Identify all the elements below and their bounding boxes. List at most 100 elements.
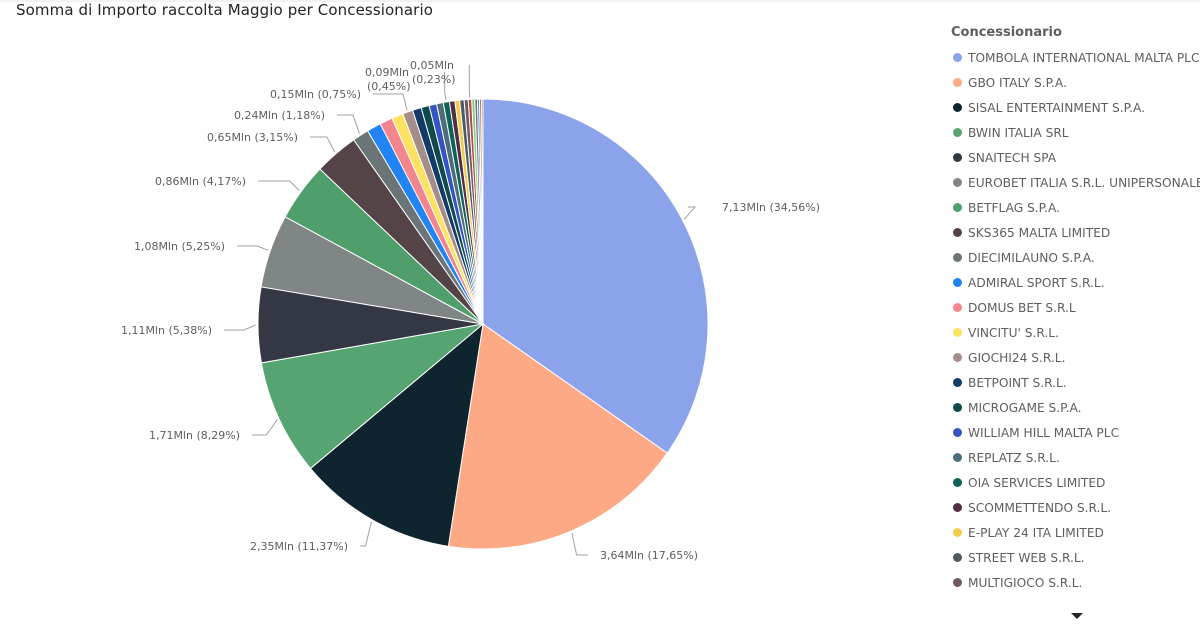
- pie-data-label: 0,15Mln (0,75%): [270, 88, 361, 101]
- pie-data-label: 2,35Mln (11,37%): [250, 540, 348, 553]
- legend-item[interactable]: TOMBOLA INTERNATIONAL MALTA PLC: [950, 45, 1200, 70]
- legend-label: DOMUS BET S.R.L: [968, 300, 1076, 315]
- legend-item[interactable]: STREET WEB S.R.L.: [950, 545, 1200, 570]
- pie-data-label: 7,13Mln (34,56%): [722, 201, 820, 214]
- legend-color-dot-icon: [953, 178, 962, 187]
- legend-color-dot-icon: [953, 128, 962, 137]
- legend-color-dot-icon: [953, 353, 962, 362]
- legend-item[interactable]: SNAITECH SPA: [950, 145, 1200, 170]
- leader-line: [684, 206, 697, 220]
- legend-color-dot-icon: [953, 278, 962, 287]
- pie-data-label: 3,64Mln (17,65%): [600, 549, 698, 562]
- pie-chart: 7,13Mln (34,56%) 3,64Mln (17,65%) 2,35Mln …: [121, 59, 820, 562]
- leader-line: [360, 521, 372, 547]
- pie-slice[interactable]: [481, 98, 484, 325]
- pie-slice[interactable]: [447, 323, 668, 550]
- pie-slice[interactable]: [309, 322, 484, 547]
- legend-color-dot-icon: [953, 228, 962, 237]
- legend-item[interactable]: ADMIRAL SPORT S.R.L.: [950, 270, 1200, 295]
- legend-label: WILLIAM HILL MALTA PLC: [968, 425, 1120, 440]
- legend-items: TOMBOLA INTERNATIONAL MALTA PLC GBO ITALY…: [950, 45, 1200, 595]
- legend-color-dot-icon: [953, 78, 962, 87]
- pie-data-labels: 7,13Mln (34,56%) 3,64Mln (17,65%) 2,35Mln …: [121, 59, 820, 562]
- legend-item[interactable]: SKS365 MALTA LIMITED: [950, 220, 1200, 245]
- leader-line: [571, 532, 588, 556]
- pie-data-label: 0,65Mln (3,15%): [207, 131, 298, 144]
- legend-color-dot-icon: [953, 503, 962, 512]
- legend-item[interactable]: MULTIGIOCO S.R.L.: [950, 570, 1200, 595]
- legend-color-dot-icon: [953, 103, 962, 112]
- pie-slices: [257, 98, 709, 550]
- legend-scroll-down-icon[interactable]: [1071, 613, 1083, 619]
- legend-label: EUROBET ITALIA S.R.L. UNIPERSONALE: [968, 175, 1200, 190]
- legend-label: GIOCHI24 S.R.L.: [968, 350, 1066, 365]
- legend-color-dot-icon: [953, 403, 962, 412]
- legend-color-dot-icon: [953, 328, 962, 337]
- legend-item[interactable]: GIOCHI24 S.R.L.: [950, 345, 1200, 370]
- legend-label: SISAL ENTERTAINMENT S.P.A.: [968, 100, 1145, 115]
- pie-data-label: 1,71Mln (8,29%): [149, 429, 240, 442]
- legend-label: BWIN ITALIA SRL: [968, 125, 1069, 140]
- legend-color-dot-icon: [953, 528, 962, 537]
- pie-slice[interactable]: [260, 323, 485, 470]
- chart-title: Somma di Importo raccolta Maggio per Con…: [16, 1, 433, 19]
- legend-item[interactable]: WILLIAM HILL MALTA PLC: [950, 420, 1200, 445]
- leader-line: [373, 93, 408, 111]
- top-divider: [0, 0, 1200, 2]
- pie-leader-lines: [224, 65, 697, 556]
- legend-label: MICROGAME S.P.A.: [968, 400, 1082, 415]
- legend-label: DIECIMILAUNO S.P.A.: [968, 250, 1095, 265]
- legend-color-dot-icon: [953, 578, 962, 587]
- legend-item[interactable]: EUROBET ITALIA S.R.L. UNIPERSONALE: [950, 170, 1200, 195]
- leader-line: [468, 65, 471, 98]
- legend-label: E-PLAY 24 ITA LIMITED: [968, 525, 1104, 540]
- legend-item[interactable]: GBO ITALY S.P.A.: [950, 70, 1200, 95]
- legend-label: REPLATZ S.R.L.: [968, 450, 1060, 465]
- leader-line: [237, 245, 269, 251]
- legend-color-dot-icon: [953, 303, 962, 312]
- legend-label: SNAITECH SPA: [968, 150, 1057, 165]
- pie-data-label: 0,24Mln (1,18%): [234, 109, 325, 122]
- legend-label: MULTIGIOCO S.R.L.: [968, 575, 1083, 590]
- legend-item[interactable]: VINCITU' S.R.L.: [950, 320, 1200, 345]
- legend-color-dot-icon: [953, 53, 962, 62]
- legend-label: SKS365 MALTA LIMITED: [968, 225, 1111, 240]
- leader-line: [444, 72, 447, 101]
- legend-item[interactable]: SCOMMETTENDO S.R.L.: [950, 495, 1200, 520]
- leader-line: [258, 180, 300, 191]
- legend-item[interactable]: E-PLAY 24 ITA LIMITED: [950, 520, 1200, 545]
- legend-label: STREET WEB S.R.L.: [968, 550, 1085, 565]
- legend-item[interactable]: BETPOINT S.R.L.: [950, 370, 1200, 395]
- legend-label: TOMBOLA INTERNATIONAL MALTA PLC: [968, 50, 1200, 65]
- pie-data-label: 0,86Mln (4,17%): [155, 175, 246, 188]
- pie-slice[interactable]: [482, 98, 709, 454]
- legend-item[interactable]: DOMUS BET S.R.L: [950, 295, 1200, 320]
- legend-color-dot-icon: [953, 378, 962, 387]
- leader-line: [337, 114, 360, 134]
- legend-label: OIA SERVICES LIMITED: [968, 475, 1106, 490]
- legend-label: BETFLAG S.P.A.: [968, 200, 1060, 215]
- legend-item[interactable]: BWIN ITALIA SRL: [950, 120, 1200, 145]
- legend-item[interactable]: DIECIMILAUNO S.P.A.: [950, 245, 1200, 270]
- legend-label: VINCITU' S.R.L.: [968, 325, 1059, 340]
- legend-item[interactable]: MICROGAME S.P.A.: [950, 395, 1200, 420]
- pie-data-label: 0,05Mln (0,23%): [410, 59, 456, 86]
- legend-label: SCOMMETTENDO S.R.L.: [968, 500, 1112, 515]
- legend-item[interactable]: BETFLAG S.P.A.: [950, 195, 1200, 220]
- legend-color-dot-icon: [953, 553, 962, 562]
- leader-line: [252, 419, 278, 436]
- pie-data-label: 1,11Mln (5,38%): [121, 324, 212, 337]
- legend-color-dot-icon: [953, 453, 962, 462]
- legend-label: BETPOINT S.R.L.: [968, 375, 1067, 390]
- legend-label: ADMIRAL SPORT S.R.L.: [968, 275, 1105, 290]
- legend-color-dot-icon: [953, 428, 962, 437]
- legend-color-dot-icon: [953, 153, 962, 162]
- legend-item[interactable]: OIA SERVICES LIMITED: [950, 470, 1200, 495]
- pie-data-label: 0,09Mln (0,45%): [365, 66, 411, 93]
- legend-color-dot-icon: [953, 253, 962, 262]
- legend-item[interactable]: REPLATZ S.R.L.: [950, 445, 1200, 470]
- legend-item[interactable]: SISAL ENTERTAINMENT S.P.A.: [950, 95, 1200, 120]
- legend: Concessionario TOMBOLA INTERNATIONAL MAL…: [950, 24, 1200, 595]
- leader-line: [310, 136, 336, 153]
- leader-line: [224, 324, 257, 331]
